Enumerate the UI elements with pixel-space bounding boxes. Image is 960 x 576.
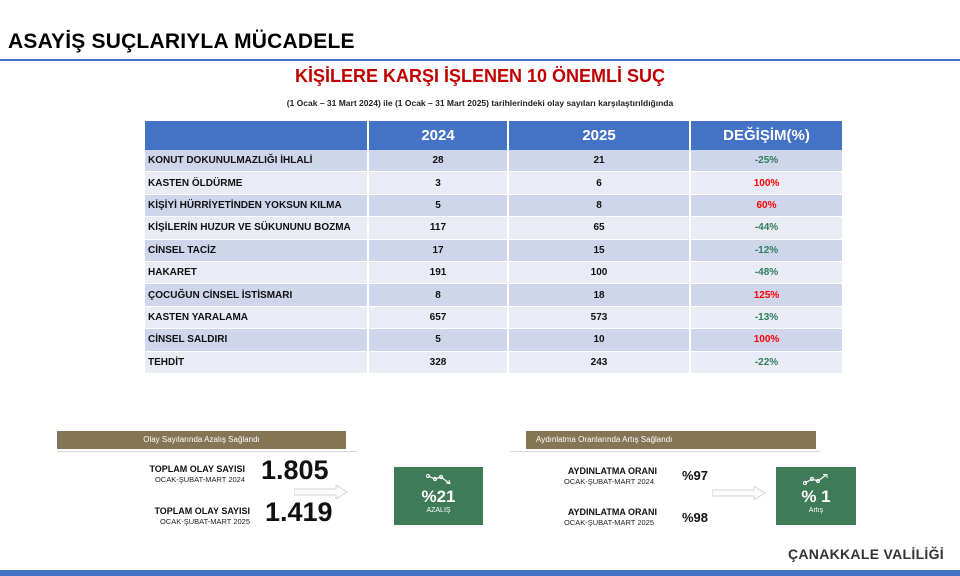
cell-count-2025: 21 (509, 150, 691, 173)
page-title: ASAYİŞ SUÇLARIYLA MÜCADELE (8, 30, 355, 53)
cell-count-2025: 65 (509, 217, 691, 240)
clearance-rate-value-2025: %98 (682, 510, 709, 525)
cell-change-percent: 100% (691, 172, 842, 195)
cell-count-2025: 243 (509, 351, 691, 374)
table-row: TEHDİT 328 243 -22% (145, 351, 842, 374)
cell-change-percent: -12% (691, 239, 842, 262)
cell-count-2024: 8 (369, 284, 509, 307)
clearance-rate-period-2024: OCAK-ŞUBAT-MART 2024 (563, 477, 654, 486)
cell-crime-name: KASTEN YARALAMA (145, 306, 369, 330)
cell-count-2025: 573 (509, 306, 691, 330)
cell-crime-name: KİŞİYİ HÜRRİYETİNDEN YOKSUN KILMA (145, 194, 369, 218)
cell-change-percent: 100% (691, 329, 842, 352)
table-row: KİŞİYİ HÜRRİYETİNDEN YOKSUN KILMA 5 8 60% (145, 194, 842, 218)
decrease-banner: Olay Sayılarında Azalış Sağlandı (57, 431, 346, 449)
cell-change-percent: -44% (691, 217, 842, 240)
total-count-label-2024: TOPLAM OLAY SAYISI (149, 464, 245, 474)
cell-count-2024: 328 (369, 351, 509, 374)
cell-crime-name: CİNSEL TACİZ (145, 239, 369, 262)
section-caption: (1 Ocak – 31 Mart 2024) ile (1 Ocak – 31… (286, 98, 674, 108)
cell-change-percent: 60% (691, 194, 842, 218)
cell-count-2024: 191 (369, 261, 509, 285)
table-row: KONUT DOKUNULMAZLIĞI İHLALİ 28 21 -25% (145, 150, 842, 173)
arrow-right-icon (294, 485, 348, 499)
cell-crime-name: KONUT DOKUNULMAZLIĞI İHLALİ (145, 150, 369, 173)
table-header-row: 2024 2025 DEĞİŞİM(%) (145, 121, 842, 150)
increase-badge-label: Artış (808, 507, 824, 514)
cell-count-2024: 28 (369, 150, 509, 173)
column-header-2024: 2024 (369, 121, 509, 150)
cell-count-2025: 18 (509, 284, 691, 307)
increase-banner: Aydınlatma Oranlarında Artış Sağlandı (526, 431, 816, 449)
table-row: HAKARET 191 100 -48% (145, 261, 842, 285)
arrow-right-icon (712, 486, 766, 500)
cell-crime-name: KİŞİLERİN HUZUR VE SÜKUNUNU BOZMA (145, 217, 369, 240)
total-count-value-2024: 1.805 (261, 455, 329, 485)
trend-up-icon (803, 474, 828, 485)
total-count-period-2025: OCAK-ŞUBAT-MART 2025 (159, 517, 250, 526)
organization-name: ÇANAKKALE VALİLİĞİ (787, 546, 944, 562)
table-row: ÇOCUĞUN CİNSEL İSTİSMARI 8 18 125% (145, 284, 842, 307)
table-body: KONUT DOKUNULMAZLIĞI İHLALİ 28 21 -25% KASTE… (145, 150, 842, 374)
cell-count-2024: 657 (369, 306, 509, 330)
column-header-change: DEĞİŞİM(%) (691, 121, 842, 150)
decrease-badge-label: AZALIŞ (426, 507, 451, 514)
clearance-rate-period-2025: OCAK-ŞUBAT-MART 2025 (563, 518, 654, 527)
total-count-period-2024: OCAK-ŞUBAT-MART 2024 (154, 475, 245, 484)
cell-change-percent: -25% (691, 150, 842, 173)
cell-count-2025: 10 (509, 329, 691, 352)
table-row: KASTEN YARALAMA 657 573 -13% (145, 306, 842, 330)
cell-crime-name: CİNSEL SALDIRI (145, 329, 369, 352)
cell-crime-name: HAKARET (145, 261, 369, 285)
increase-badge: % 1 Artış (776, 467, 856, 525)
table-row: CİNSEL TACİZ 17 15 -12% (145, 239, 842, 262)
table-row: CİNSEL SALDIRI 5 10 100% (145, 329, 842, 352)
clearance-rate-label-2024: AYDINLATMA ORANI (567, 466, 657, 476)
cell-count-2025: 100 (509, 261, 691, 285)
cell-count-2024: 3 (369, 172, 509, 195)
footer-divider (0, 570, 960, 576)
cell-change-percent: 125% (691, 284, 842, 307)
cell-count-2024: 17 (369, 239, 509, 262)
left-separator (57, 451, 357, 452)
column-header-2025: 2025 (509, 121, 691, 150)
crime-comparison-table: 2024 2025 DEĞİŞİM(%) KONUT DOKUNULMAZLIĞ… (145, 121, 842, 374)
decrease-badge: %21 AZALIŞ (394, 467, 483, 525)
total-count-value-2025: 1.419 (265, 497, 333, 527)
section-title: KİŞİLERE KARŞI İŞLENEN 10 ÖNEMLİ SUÇ (294, 66, 666, 86)
decrease-badge-value: %21 (421, 487, 456, 506)
trend-down-icon (425, 473, 451, 485)
increase-badge-value: % 1 (801, 487, 831, 506)
cell-count-2024: 117 (369, 217, 509, 240)
right-separator (510, 451, 820, 452)
cell-change-percent: -22% (691, 351, 842, 374)
title-divider (0, 59, 960, 61)
cell-count-2024: 5 (369, 194, 509, 218)
column-header-name (145, 121, 369, 150)
total-count-label-2025: TOPLAM OLAY SAYISI (154, 506, 250, 516)
cell-count-2024: 5 (369, 329, 509, 352)
table-row: KASTEN ÖLDÜRME 3 6 100% (145, 172, 842, 195)
cell-crime-name: KASTEN ÖLDÜRME (145, 172, 369, 195)
cell-crime-name: ÇOCUĞUN CİNSEL İSTİSMARI (145, 284, 369, 307)
cell-crime-name: TEHDİT (145, 351, 369, 374)
cell-count-2025: 6 (509, 172, 691, 195)
clearance-rate-label-2025: AYDINLATMA ORANI (567, 507, 657, 517)
table-row: KİŞİLERİN HUZUR VE SÜKUNUNU BOZMA 117 65 -4… (145, 217, 842, 240)
cell-count-2025: 15 (509, 239, 691, 262)
cell-count-2025: 8 (509, 194, 691, 218)
cell-change-percent: -48% (691, 261, 842, 285)
cell-change-percent: -13% (691, 306, 842, 330)
clearance-rate-value-2024: %97 (682, 468, 709, 483)
